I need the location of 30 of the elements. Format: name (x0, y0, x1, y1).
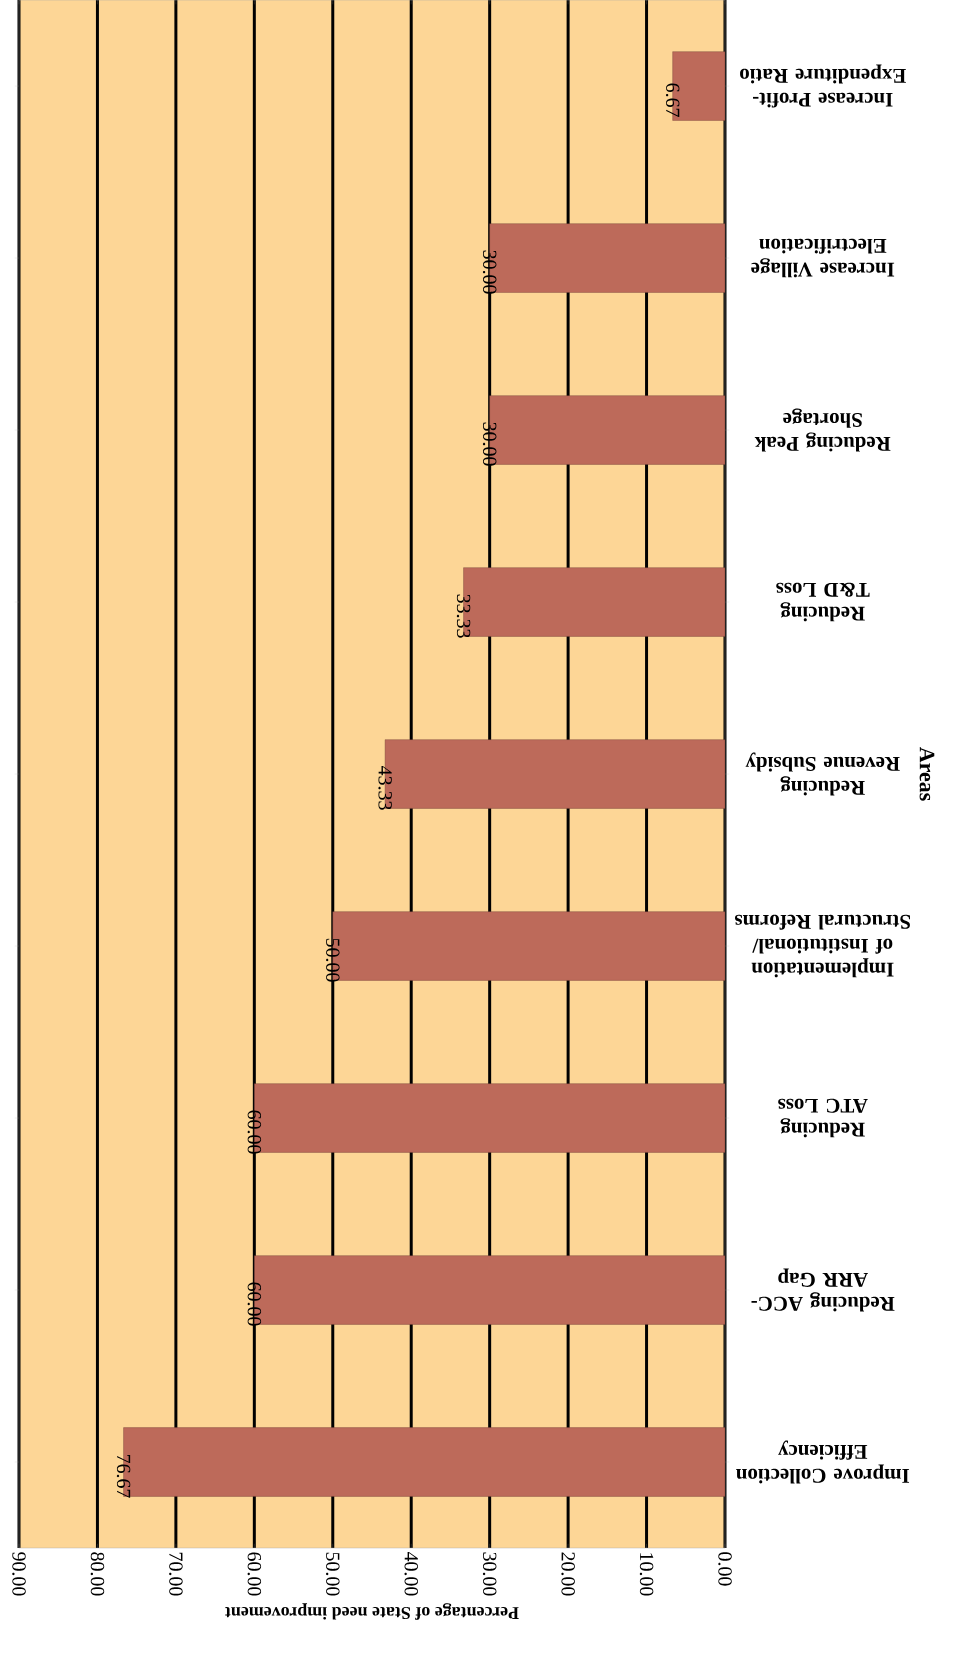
data-label: 60.00 (247, 1282, 262, 1326)
x-tick-label: 60.00 (247, 1552, 262, 1596)
y-tick-label: Increase Profit-Expenditure Ratio (740, 64, 906, 108)
y-tick-label: Reducing Revenue Subsidy (745, 752, 900, 796)
x-tick-label: 90.00 (12, 1552, 26, 1596)
y-tick-label: Reducing Peak Shortage (754, 408, 891, 452)
x-tick-label: 0.00 (718, 1552, 732, 1586)
y-tick-label: Improve Collection Efficiency (736, 1440, 910, 1484)
x-tick-label: 10.00 (639, 1553, 654, 1596)
x-tick-label: 40.00 (404, 1551, 418, 1596)
x-tick-label: 20.00 (561, 1552, 575, 1596)
y-tick-label: Implementation of Institutional/ Structural Reforms (734, 914, 910, 978)
y-axis-title: Areas (919, 747, 935, 801)
data-label: 6.67 (665, 83, 680, 117)
y-tick-label: Reducing ATC Loss (778, 1098, 868, 1138)
data-label: 30.00 (482, 250, 497, 294)
x-tick-label: 50.00 (326, 1552, 340, 1596)
y-tick-label: Reducing T&D Loss (776, 582, 870, 622)
x-tick-label: 30.00 (482, 1552, 497, 1596)
x-axis-title: Percentage of State need improvement (224, 1603, 519, 1620)
y-tick-label: Increase Village Electrification (751, 238, 895, 278)
data-label: 50.00 (326, 938, 340, 982)
x-tick-label: 70.00 (169, 1552, 183, 1596)
data-label: 30.00 (482, 422, 497, 466)
data-label: 60.00 (247, 1110, 262, 1154)
y-tick-label: Reducing ACC-ARR Gap (751, 1268, 895, 1312)
x-tick-label: 80.00 (90, 1552, 105, 1596)
data-label: 43.33 (378, 766, 392, 810)
data-label: 76.67 (116, 1454, 131, 1498)
data-label: 33.33 (456, 594, 471, 638)
